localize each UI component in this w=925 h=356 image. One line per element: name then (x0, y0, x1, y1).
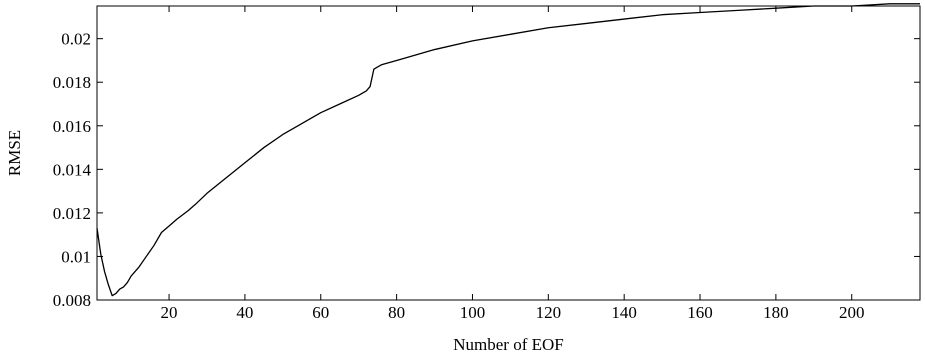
x-tick-labels: 20 40 60 80 100 120 140 160 180 200 (161, 303, 865, 322)
y-tick-label: 0.02 (61, 30, 91, 49)
y-tick-label: 0.016 (53, 117, 91, 136)
x-tick-label: 180 (763, 303, 789, 322)
x-tick-label: 100 (460, 303, 486, 322)
y-tick-labels: 0.008 0.01 0.012 0.014 0.016 0.018 0.02 (53, 30, 92, 310)
y-tick-label: 0.014 (53, 160, 92, 179)
x-tick-label: 60 (312, 303, 329, 322)
x-tick-label: 160 (687, 303, 713, 322)
x-tick-label: 20 (161, 303, 178, 322)
x-axis-label: Number of EOF (453, 335, 563, 354)
plot-frame (96, 5, 921, 301)
y-tick-label: 0.01 (61, 247, 91, 266)
series-line-rmse (96, 3, 920, 297)
x-tick-label: 120 (536, 303, 562, 322)
x-tick-label: 80 (388, 303, 405, 322)
y-tick-label: 0.012 (53, 204, 91, 223)
x-tick-label: 140 (611, 303, 637, 322)
x-tick-label: 200 (839, 303, 865, 322)
y-tick-label: 0.008 (53, 291, 91, 310)
y-tick-label: 0.018 (53, 73, 91, 92)
x-tick-label: 40 (236, 303, 253, 322)
ticks-layer (97, 6, 920, 301)
y-axis-label: RMSE (5, 130, 24, 176)
